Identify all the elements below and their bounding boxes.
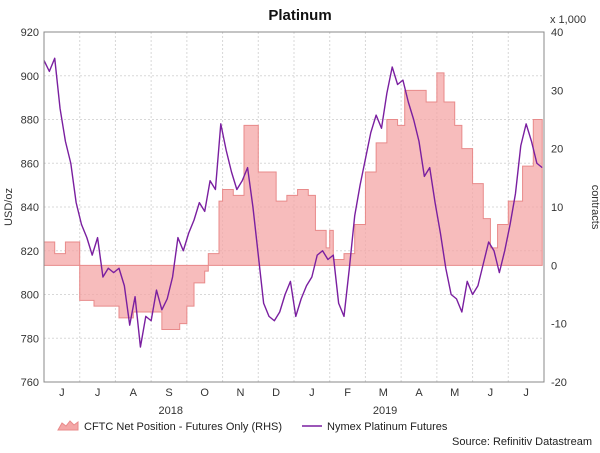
left-tick-label-0: 760 — [21, 377, 39, 389]
left-tick-label-2: 800 — [21, 290, 39, 302]
left-tick-label-3: 820 — [21, 246, 39, 258]
month-label-4: O — [200, 387, 209, 399]
month-label-13: J — [523, 387, 529, 399]
month-label-10: A — [415, 387, 423, 399]
year-label-0: 2018 — [159, 405, 183, 417]
legend-item-nymex: Nymex Platinum Futures — [302, 421, 448, 433]
year-label-1: 2019 — [373, 405, 397, 417]
right-axis-ticks: -20 -10 0 10 20 30 40 — [551, 27, 567, 389]
legend-label-nymex: Nymex Platinum Futures — [327, 421, 448, 433]
cftc-net-position-area — [43, 72, 543, 330]
left-tick-label-1: 780 — [21, 333, 39, 345]
month-label-7: J — [309, 387, 315, 399]
chart-title: Platinum — [268, 7, 331, 24]
left-tick-label-7: 900 — [21, 71, 39, 83]
right-tick-label-2: 0 — [551, 260, 557, 272]
right-tick-label-3: 10 — [551, 202, 563, 214]
month-label-9: M — [379, 387, 388, 399]
left-tick-label-5: 860 — [21, 158, 39, 170]
right-tick-label-5: 30 — [551, 85, 563, 97]
line-layer — [43, 57, 543, 348]
month-label-3: S — [165, 387, 172, 399]
right-tick-label-1: -10 — [551, 319, 567, 331]
source-note: Source: Refinitiv Datastream — [452, 436, 592, 448]
month-label-5: N — [236, 387, 244, 399]
month-label-1: J — [95, 387, 101, 399]
month-label-8: F — [344, 387, 351, 399]
left-tick-label-4: 840 — [21, 202, 39, 214]
legend-item-cftc: CFTC Net Position - Futures Only (RHS) — [57, 420, 282, 433]
month-label-2: A — [130, 387, 138, 399]
legend: CFTC Net Position - Futures Only (RHS) N… — [57, 420, 448, 433]
right-tick-label-6: 40 — [551, 27, 563, 39]
right-axis-label: contracts — [589, 185, 600, 230]
left-tick-label-8: 920 — [21, 27, 39, 39]
legend-area-swatch — [57, 420, 79, 431]
year-labels: 2018 2019 — [159, 405, 398, 417]
area-layer — [43, 72, 543, 330]
nymex-platinum-line — [43, 57, 543, 348]
right-tick-label-4: 20 — [551, 144, 563, 156]
plot-frame — [43, 31, 545, 383]
left-tick-label-6: 880 — [21, 115, 39, 127]
month-label-6: D — [272, 387, 280, 399]
month-label-12: J — [488, 387, 494, 399]
legend-label-cftc: CFTC Net Position - Futures Only (RHS) — [84, 421, 282, 433]
right-tick-label-0: -20 — [551, 377, 567, 389]
left-axis-label: USD/oz — [3, 188, 15, 226]
left-axis-ticks: 760 780 800 820 840 860 880 900 920 — [21, 27, 39, 389]
month-label-11: M — [450, 387, 459, 399]
right-axis-multiplier: x 1,000 — [550, 14, 586, 26]
month-label-0: J — [59, 387, 65, 399]
